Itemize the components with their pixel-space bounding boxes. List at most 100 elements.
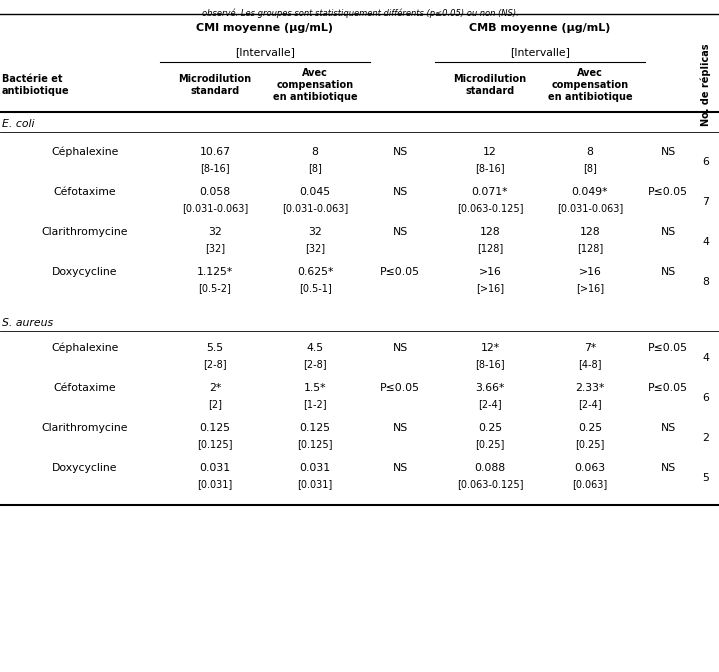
Text: [128]: [128] — [577, 243, 603, 253]
Text: >16: >16 — [579, 267, 601, 277]
Text: E. coli: E. coli — [2, 119, 35, 129]
Text: [2-4]: [2-4] — [478, 399, 502, 409]
Text: 0.049*: 0.049* — [572, 187, 608, 197]
Text: [8-16]: [8-16] — [475, 163, 505, 173]
Text: [>16]: [>16] — [476, 283, 504, 293]
Text: 0.031: 0.031 — [299, 463, 331, 473]
Text: 128: 128 — [580, 227, 600, 237]
Text: 6: 6 — [702, 157, 710, 167]
Text: 2: 2 — [702, 433, 710, 443]
Text: 1.125*: 1.125* — [197, 267, 233, 277]
Text: 0.125: 0.125 — [199, 423, 231, 433]
Text: Clarithromycine: Clarithromycine — [42, 227, 128, 237]
Text: NS: NS — [660, 463, 676, 473]
Text: CMB moyenne (µg/mL): CMB moyenne (µg/mL) — [470, 23, 610, 33]
Text: Doxycycline: Doxycycline — [52, 463, 118, 473]
Text: [0.031-0.063]: [0.031-0.063] — [182, 203, 248, 213]
Text: [0.5-2]: [0.5-2] — [198, 283, 232, 293]
Text: 4: 4 — [702, 237, 710, 247]
Text: 2*: 2* — [209, 383, 221, 393]
Text: [Intervalle]: [Intervalle] — [235, 47, 295, 57]
Text: [>16]: [>16] — [576, 283, 604, 293]
Text: [4-8]: [4-8] — [578, 359, 602, 369]
Text: 0.25: 0.25 — [578, 423, 602, 433]
Text: [0.063-0.125]: [0.063-0.125] — [457, 203, 523, 213]
Text: 8: 8 — [587, 147, 593, 157]
Text: 2.33*: 2.33* — [575, 383, 605, 393]
Text: [2-8]: [2-8] — [303, 359, 327, 369]
Text: [2-8]: [2-8] — [203, 359, 226, 369]
Text: 10.67: 10.67 — [199, 147, 231, 157]
Text: Bactérie et
antibiotique: Bactérie et antibiotique — [2, 74, 70, 96]
Text: Céfotaxime: Céfotaxime — [54, 383, 116, 393]
Text: 8: 8 — [311, 147, 319, 157]
Text: [8-16]: [8-16] — [475, 359, 505, 369]
Text: Doxycycline: Doxycycline — [52, 267, 118, 277]
Text: 0.071*: 0.071* — [472, 187, 508, 197]
Text: NS: NS — [393, 187, 408, 197]
Text: [8-16]: [8-16] — [200, 163, 230, 173]
Text: P≤0.05: P≤0.05 — [648, 187, 688, 197]
Text: 0.625*: 0.625* — [297, 267, 333, 277]
Text: 8: 8 — [702, 277, 710, 287]
Text: [2]: [2] — [208, 399, 222, 409]
Text: Microdilution
standard: Microdilution standard — [178, 74, 252, 96]
Text: [0.25]: [0.25] — [475, 439, 505, 449]
Text: [1-2]: [1-2] — [303, 399, 327, 409]
Text: Céphalexine: Céphalexine — [51, 146, 119, 157]
Text: P≤0.05: P≤0.05 — [648, 383, 688, 393]
Text: [0.063]: [0.063] — [572, 479, 608, 489]
Text: 0.031: 0.031 — [199, 463, 231, 473]
Text: 5.5: 5.5 — [206, 343, 224, 353]
Text: 5: 5 — [702, 473, 710, 483]
Text: P≤0.05: P≤0.05 — [380, 383, 420, 393]
Text: NS: NS — [393, 343, 408, 353]
Text: 32: 32 — [308, 227, 322, 237]
Text: Clarithromycine: Clarithromycine — [42, 423, 128, 433]
Text: 0.25: 0.25 — [478, 423, 502, 433]
Text: 0.058: 0.058 — [199, 187, 231, 197]
Text: 12*: 12* — [480, 343, 500, 353]
Text: NS: NS — [393, 227, 408, 237]
Text: CMI moyenne (µg/mL): CMI moyenne (µg/mL) — [196, 23, 334, 33]
Text: 4: 4 — [702, 353, 710, 363]
Text: >16: >16 — [479, 267, 501, 277]
Text: 1.5*: 1.5* — [303, 383, 326, 393]
Text: [0.125]: [0.125] — [197, 439, 233, 449]
Text: P≤0.05: P≤0.05 — [380, 267, 420, 277]
Text: [0.5-1]: [0.5-1] — [298, 283, 331, 293]
Text: S. aureus: S. aureus — [2, 318, 53, 328]
Text: NS: NS — [660, 423, 676, 433]
Text: observé. Les groupes sont statistiquement différents (p≤0.05) ou non (NS).: observé. Les groupes sont statistiquemen… — [201, 8, 518, 17]
Text: 7: 7 — [702, 197, 710, 207]
Text: 12: 12 — [483, 147, 497, 157]
Text: [32]: [32] — [305, 243, 325, 253]
Text: 4.5: 4.5 — [306, 343, 324, 353]
Text: P≤0.05: P≤0.05 — [648, 343, 688, 353]
Text: 0.063: 0.063 — [574, 463, 605, 473]
Text: [8]: [8] — [308, 163, 322, 173]
Text: 7*: 7* — [584, 343, 596, 353]
Text: [32]: [32] — [205, 243, 225, 253]
Text: 6: 6 — [702, 393, 710, 403]
Text: NS: NS — [660, 147, 676, 157]
Text: [2-4]: [2-4] — [578, 399, 602, 409]
Text: [0.125]: [0.125] — [297, 439, 333, 449]
Text: NS: NS — [393, 147, 408, 157]
Text: No. de réplicas: No. de réplicas — [701, 44, 711, 126]
Text: 128: 128 — [480, 227, 500, 237]
Text: NS: NS — [660, 227, 676, 237]
Text: Avec
compensation
en antibiotique: Avec compensation en antibiotique — [273, 69, 357, 101]
Text: NS: NS — [393, 463, 408, 473]
Text: 0.088: 0.088 — [475, 463, 505, 473]
Text: NS: NS — [660, 267, 676, 277]
Text: NS: NS — [393, 423, 408, 433]
Text: Céfotaxime: Céfotaxime — [54, 187, 116, 197]
Text: [Intervalle]: [Intervalle] — [510, 47, 570, 57]
Text: Céphalexine: Céphalexine — [51, 343, 119, 353]
Text: 3.66*: 3.66* — [475, 383, 505, 393]
Text: [0.031-0.063]: [0.031-0.063] — [557, 203, 623, 213]
Text: [8]: [8] — [583, 163, 597, 173]
Text: Microdilution
standard: Microdilution standard — [454, 74, 526, 96]
Text: 32: 32 — [208, 227, 222, 237]
